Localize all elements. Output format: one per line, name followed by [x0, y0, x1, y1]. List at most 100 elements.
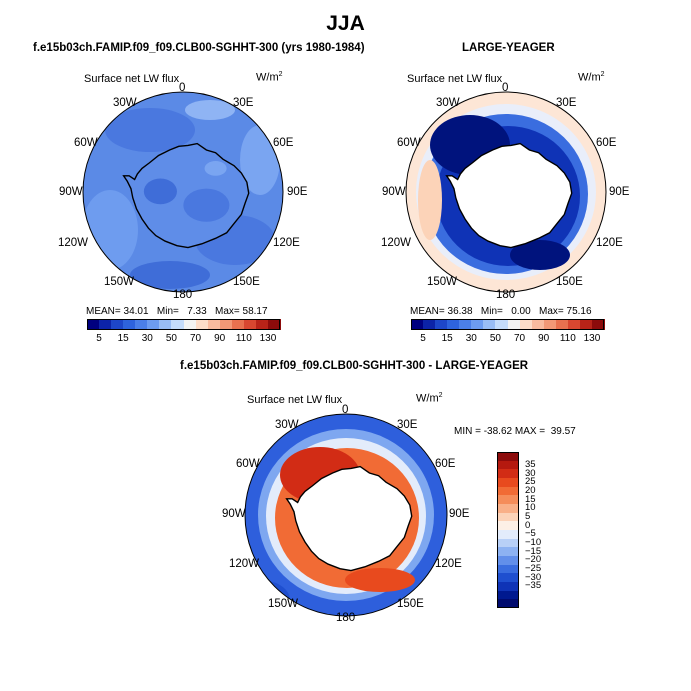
season-title: JJA [326, 12, 365, 35]
colorbar-swatch [423, 319, 436, 330]
lon-label: 150E [233, 276, 260, 288]
colorbar-swatch [207, 319, 221, 330]
colorbar-swatch [87, 319, 100, 330]
colorbar-swatch [497, 504, 519, 514]
colorbar-swatch [555, 319, 569, 330]
lon-label: 150E [556, 276, 583, 288]
colorbar-swatch [497, 547, 519, 557]
colorbar-tick-label: 5 [525, 511, 531, 522]
panel-c-variable: Surface net LW flux [247, 394, 343, 406]
lon-label: 60W [397, 137, 421, 149]
colorbar-swatch [459, 319, 472, 330]
colorbar-swatch [135, 319, 148, 330]
colorbar-swatch [243, 319, 257, 330]
lon-label: 180 [336, 612, 356, 624]
colorbar-swatch [267, 319, 281, 330]
colorbar-swatch [195, 319, 209, 330]
colorbar-swatch [99, 319, 112, 330]
colorbar-swatch [147, 319, 160, 330]
panel-c-map [244, 413, 448, 617]
colorbar-swatch [447, 319, 460, 330]
colorbar-swatch [435, 319, 448, 330]
lon-label: 150W [104, 276, 135, 288]
panel-a-map [82, 91, 284, 293]
panel-a-stats: MEAN= 34.01 Min= 7.33 Max= 58.17 [86, 306, 268, 317]
panel-c-min-max: MIN = -38.62 MAX = 39.57 [454, 426, 576, 437]
lon-label: 150E [397, 598, 424, 610]
colorbar-border [411, 319, 604, 330]
colorbar-swatch [543, 319, 557, 330]
lon-label: 120W [58, 237, 89, 249]
lon-label: 30W [436, 97, 460, 109]
lon-label: 150W [427, 276, 458, 288]
colorbar-tick-label: −10 [525, 537, 542, 548]
colorbar-tick-label: 50 [165, 333, 177, 344]
colorbar-tick-label: 30 [141, 333, 153, 344]
panel-b-units: W/m2 [578, 71, 605, 84]
colorbar-tick-label: 130 [583, 333, 601, 344]
colorbar-swatch [497, 486, 519, 496]
lon-label: 90E [609, 186, 630, 198]
lon-label: 120E [596, 237, 623, 249]
colorbar-swatch [111, 319, 124, 330]
lon-label: 0 [342, 404, 349, 416]
panel-a-antarctica [122, 142, 250, 249]
lon-label: 30W [113, 97, 137, 109]
lon-label: 60W [74, 137, 98, 149]
colorbar-tick-label: −25 [525, 563, 542, 574]
panel-b-map [405, 91, 607, 293]
colorbar-swatch [497, 538, 519, 548]
field-patch [185, 100, 235, 120]
colorbar-swatch [497, 599, 519, 609]
colorbar-tick-label: 0 [525, 519, 531, 531]
colorbar-tick-label: 35 [525, 459, 536, 470]
colorbar-swatch [255, 319, 269, 330]
colorbar-tick-label: −35 [525, 580, 542, 592]
field-patch [105, 108, 195, 152]
colorbar-swatch [411, 319, 424, 330]
colorbar-swatch [579, 319, 593, 330]
lon-label: 0 [502, 82, 509, 94]
colorbar-swatch [159, 319, 172, 330]
colorbar-tick-label: 10 [525, 502, 536, 514]
colorbar-swatch [497, 530, 519, 540]
colorbar-tick-label: 70 [514, 333, 526, 344]
lon-label: 60E [273, 137, 294, 149]
colorbar-swatch [497, 556, 519, 566]
colorbar-tick-label: −20 [525, 554, 542, 566]
colorbar-tick-label: 130 [259, 333, 277, 344]
lon-label: 120E [273, 237, 300, 249]
colorbar-swatch [497, 460, 519, 470]
lon-label: 150W [268, 598, 299, 610]
lon-label: 90E [449, 508, 470, 520]
colorbar-tick-label: −30 [525, 571, 542, 583]
lon-label: 30W [275, 419, 299, 431]
lon-label: 60E [435, 458, 456, 470]
panel-b-variable: Surface net LW flux [407, 73, 503, 85]
panel-c-title: f.e15b03ch.FAMIP.f09_f09.CLB00-SGHHT-300… [180, 360, 529, 372]
lon-label: 0 [179, 82, 186, 94]
panel-a-units: W/m2 [256, 71, 283, 84]
lon-label: 90W [59, 186, 83, 198]
colorbar-swatch [231, 319, 245, 330]
colorbar-swatch [497, 452, 519, 462]
field-patch [130, 261, 210, 289]
colorbar-swatch [471, 319, 484, 330]
panel-b-colorbar [411, 319, 605, 330]
colorbar-tick-label: −15 [525, 545, 542, 557]
colorbar-tick-label: 110 [559, 333, 576, 344]
colorbar-swatch [123, 319, 136, 330]
colorbar-swatch [497, 564, 519, 574]
colorbar-tick-label: 70 [190, 333, 202, 344]
colorbar-swatch [171, 319, 184, 330]
colorbar-tick-label: 30 [465, 333, 477, 344]
colorbar-swatch [497, 478, 519, 488]
lon-label: 60E [596, 137, 617, 149]
lon-label: 30E [233, 97, 254, 109]
colorbar-swatch [567, 319, 581, 330]
colorbar-tick-label: 20 [525, 485, 536, 496]
lon-label: 60W [236, 458, 260, 470]
colorbar-swatch [497, 573, 519, 583]
colorbar-tick-label: 25 [525, 476, 536, 488]
